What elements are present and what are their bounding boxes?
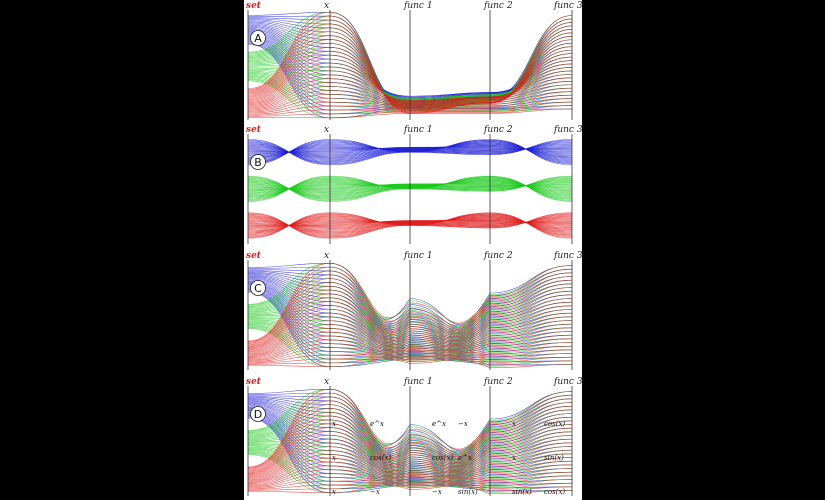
series-line-set-3 xyxy=(247,396,573,470)
segment-function-label: x xyxy=(512,420,516,428)
panel-letter: D xyxy=(254,408,262,421)
series-line-set-3 xyxy=(247,18,573,117)
panel-letter-circle xyxy=(250,154,266,170)
axis-label: func 3 xyxy=(553,251,582,261)
segment-function-label: cos(x) xyxy=(544,488,565,496)
axis-label: func 1 xyxy=(403,125,433,135)
series-line-set-3 xyxy=(247,274,573,345)
axis-label: func 2 xyxy=(483,125,513,135)
panel-letter-circle xyxy=(250,406,266,422)
segment-function-label: sin(x) xyxy=(544,454,564,462)
series-line-set-3 xyxy=(247,47,573,105)
panel-b: set x func 1 func 2 func 3 B xyxy=(246,125,582,244)
panel-letter: C xyxy=(254,282,262,295)
series-line-set-3 xyxy=(247,51,573,104)
segment-function-label: −x xyxy=(432,488,442,496)
axis-label: x xyxy=(324,251,329,261)
axis-label: x xyxy=(324,377,329,387)
axis-label: func 1 xyxy=(403,251,433,261)
axis-label: func 3 xyxy=(553,377,582,387)
series-line-set-3 xyxy=(247,438,573,479)
series-line-set-3 xyxy=(247,289,573,348)
panel-letter-circle xyxy=(250,280,266,296)
axis-label-set: set xyxy=(246,377,262,387)
segment-function-label: cos(x) xyxy=(370,454,391,462)
segment-function-label: −x xyxy=(370,488,380,496)
axis-label-set: set xyxy=(246,251,262,261)
series-line-set-3 xyxy=(247,415,573,474)
series-line-set-3 xyxy=(247,282,573,346)
series-line-set-3 xyxy=(247,270,573,344)
series-line-set-3 xyxy=(247,35,573,112)
panel-c: set x func 1 func 2 func 3 C xyxy=(246,251,582,370)
axis-label: func 2 xyxy=(483,377,513,387)
segment-function-label: sin(x) xyxy=(458,488,478,496)
axis-label-set: set xyxy=(246,125,262,135)
panel-letter: B xyxy=(254,156,262,169)
series-line-set-3 xyxy=(247,25,573,115)
series-line-set-3 xyxy=(247,266,573,343)
series-line-set-3 xyxy=(247,404,573,471)
axis-label: x xyxy=(324,1,329,11)
series-line-set-3 xyxy=(247,22,573,116)
series-line-set-3 xyxy=(247,388,573,468)
series-line-set-3 xyxy=(247,32,573,113)
segment-function-label: x xyxy=(332,454,336,462)
axis-label: func 1 xyxy=(403,1,433,11)
series-line-set-3 xyxy=(247,262,573,342)
segment-function-label: x xyxy=(332,420,336,428)
series-line-set-3 xyxy=(247,15,573,119)
series-line-set-3 xyxy=(247,419,573,475)
segment-function-label: e^x xyxy=(370,420,384,428)
series-line-set-3 xyxy=(247,29,573,114)
axis-label-set: set xyxy=(246,1,262,11)
segment-function-label: −x xyxy=(458,420,468,428)
series-line-set-3 xyxy=(247,293,573,349)
series-line-set-3 xyxy=(247,408,573,472)
panel-d: set x func 1 func 2 func 3 Dx e^x e^x −x x cos(x) x… xyxy=(246,377,582,496)
axis-label: func 3 xyxy=(553,1,582,11)
segment-function-label: e^x xyxy=(458,454,472,462)
axis-label: func 2 xyxy=(483,1,513,11)
segment-function-label: x xyxy=(332,488,336,496)
panel-letter: A xyxy=(254,32,262,45)
segment-function-label: sin(x) xyxy=(512,488,532,496)
axis-label: func 1 xyxy=(403,377,433,387)
axis-label: x xyxy=(324,125,329,135)
series-line-set-3 xyxy=(247,31,573,109)
series-line-set-3 xyxy=(247,278,573,345)
series-line-set-3 xyxy=(247,43,573,106)
series-line-set-3 xyxy=(247,54,573,103)
segment-function-label: e^x xyxy=(432,420,446,428)
series-line-set-3 xyxy=(247,312,573,353)
segment-function-label: cos(x) xyxy=(432,454,453,462)
axis-label: func 3 xyxy=(553,125,582,135)
series-line-set-3 xyxy=(247,400,573,471)
segment-function-label: cos(x) xyxy=(544,420,565,428)
panel-letter-circle xyxy=(250,30,266,46)
panel-a: set x func 1 func 2 func 3 A xyxy=(246,1,582,120)
axis-label: func 2 xyxy=(483,251,513,261)
series-line-set-3 xyxy=(247,392,573,469)
segment-function-label: x xyxy=(512,454,516,462)
